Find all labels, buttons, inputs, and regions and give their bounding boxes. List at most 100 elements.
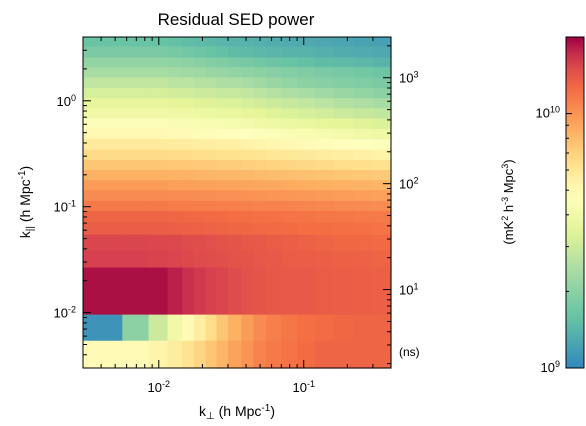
heatmap-cell: [167, 159, 183, 170]
heatmap-cell: [353, 45, 374, 58]
colorbar-label-exp1: 2: [500, 216, 510, 221]
heatmap-cell: [205, 159, 218, 170]
heatmap-cell: [194, 250, 207, 268]
heatmap-cell: [194, 210, 207, 223]
heatmap-cell: [333, 250, 354, 268]
heatmap-cell: [205, 138, 218, 150]
heatmap-cell: [227, 314, 242, 341]
x-tick-label: 10-2: [148, 379, 170, 395]
heatmap-cell: [241, 138, 255, 150]
heatmap-cell: [266, 37, 282, 47]
heatmap-cell: [227, 159, 242, 170]
x-axis-label-close: ): [270, 403, 275, 419]
heatmap-cell: [281, 117, 298, 129]
heatmap-cell: [122, 66, 150, 78]
heatmap-cell: [281, 200, 298, 212]
heatmap-cell: [266, 179, 282, 191]
heatmap-cell: [205, 87, 218, 99]
heatmap-cell: [182, 87, 195, 99]
heatmap-cell: [315, 314, 334, 341]
heatmap-cell: [205, 45, 218, 58]
heatmap-cell: [205, 314, 218, 341]
chart-title: Residual SED power: [158, 10, 315, 29]
heatmap-cell: [297, 159, 316, 170]
heatmap-cell: [182, 221, 195, 235]
heatmap-cell: [281, 37, 298, 47]
heatmap-cell: [148, 250, 169, 268]
heatmap-cell: [205, 128, 218, 140]
heatmap-cell: [333, 179, 354, 191]
heatmap-cell: [253, 66, 267, 78]
heatmap-cell: [281, 179, 298, 191]
heatmap-cell: [266, 138, 282, 150]
heatmap-cell: [216, 37, 229, 47]
heatmap-cell: [148, 266, 169, 315]
heatmap-cell: [253, 159, 267, 170]
heatmap-cell: [227, 340, 242, 369]
heatmap-cell: [148, 314, 169, 341]
heatmap-cell: [372, 189, 392, 201]
heatmap-cell: [315, 117, 334, 129]
heatmap-cell: [227, 56, 242, 68]
heatmap-cell: [281, 250, 298, 268]
heatmap-cell: [353, 159, 374, 170]
heatmap-cell: [205, 66, 218, 78]
heatmap-cell: [122, 234, 150, 251]
heatmap-cell: [297, 37, 316, 47]
heatmap-cell: [333, 76, 354, 88]
heatmap-cell: [216, 97, 229, 109]
heatmap-cell: [182, 138, 195, 150]
heatmap-cell: [182, 128, 195, 140]
heatmap-cell: [315, 200, 334, 212]
heatmap-cell: [253, 189, 267, 201]
heatmap-cell: [194, 87, 207, 99]
heatmap-cell: [297, 149, 316, 160]
heatmap-cell: [266, 340, 282, 369]
heatmap-cell: [333, 340, 354, 369]
heatmap-cell: [353, 66, 374, 78]
heatmap-cell: [353, 149, 374, 160]
heatmap-cell: [253, 87, 267, 99]
heatmap-cell: [253, 266, 267, 315]
heatmap-cell: [333, 159, 354, 170]
heatmap-cell: [83, 221, 123, 235]
heatmap-cell: [333, 117, 354, 129]
heatmap-cell: [333, 189, 354, 201]
heatmap-cell: [148, 138, 169, 150]
heatmap-cell: [253, 56, 267, 68]
heatmap-cell: [315, 250, 334, 268]
heatmap-cell: [353, 189, 374, 201]
heatmap-cell: [148, 56, 169, 68]
heatmap-cell: [315, 169, 334, 181]
heatmap-cell: [182, 107, 195, 119]
heatmap-cell: [297, 340, 316, 369]
heatmap-cell: [353, 200, 374, 212]
x-axis-ticks: 10-2 10-1: [82, 37, 392, 395]
heatmap-cell: [194, 169, 207, 181]
heatmap-cell: [266, 45, 282, 58]
heatmap-cell: [266, 128, 282, 140]
heatmap-cell: [253, 314, 267, 341]
heatmap-cell: [333, 37, 354, 47]
heatmap-cell: [253, 128, 267, 140]
heatmap-cell: [148, 189, 169, 201]
heatmap-cell: [194, 45, 207, 58]
heatmap-cell: [333, 56, 354, 68]
heatmap-cell: [315, 221, 334, 235]
x-tick-label: 10-1: [292, 379, 314, 395]
heatmap-cell: [194, 66, 207, 78]
heatmap-cell: [227, 250, 242, 268]
heatmap-cell: [194, 56, 207, 68]
heatmap-cell: [83, 234, 123, 251]
heatmap-cell: [205, 266, 218, 315]
heatmap-cell: [333, 97, 354, 109]
heatmap-cell: [167, 210, 183, 223]
heatmap-cell: [148, 149, 169, 160]
heatmap-cell: [167, 117, 183, 129]
heatmap-cell: [205, 234, 218, 251]
heatmap-cell: [167, 340, 183, 369]
heatmap-cell: [182, 56, 195, 68]
heatmap-cell: [216, 189, 229, 201]
secondary-y-tick-label: 103: [399, 70, 418, 86]
heatmap-cell: [315, 149, 334, 160]
